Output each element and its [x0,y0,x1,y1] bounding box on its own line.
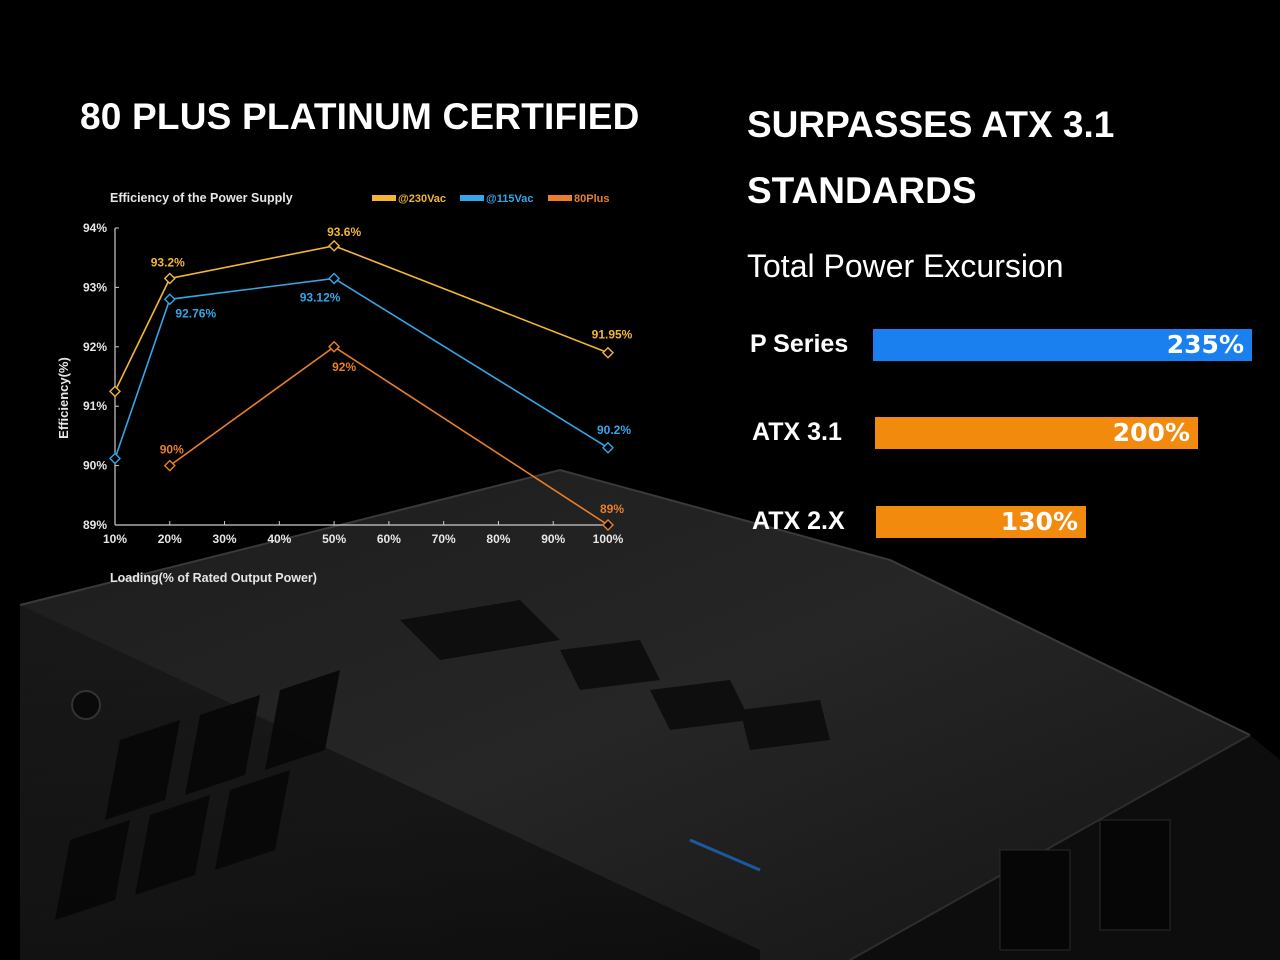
data-point [109,385,121,398]
x-axis-label: Loading(% of Rated Output Power) [110,571,317,585]
x-tick-label: 70% [432,532,456,546]
x-tick-label: 40% [267,532,291,546]
data-point [109,452,121,465]
y-axis-label: Efficiency(%) [56,357,71,439]
data-point [602,346,614,359]
data-point [328,340,341,353]
y-tick-label: 94% [83,221,107,235]
bar-category-label: P Series [750,330,849,358]
legend-swatch [548,195,572,201]
right-heading: SURPASSES ATX 3.1 STANDARDS [747,104,1115,211]
data-point [163,272,176,285]
legend-label: 80Plus [574,193,609,205]
data-point [163,293,176,306]
data-label: 93.12% [300,290,341,304]
excursion-bar: 235% [873,329,1252,361]
excursion-bar: 130% [876,506,1086,538]
data-point [602,441,614,454]
series-line [114,244,609,392]
y-tick-label: 89% [83,518,107,532]
excursion-heading: Total Power Excursion [747,248,1064,284]
y-tick-label: 92% [83,340,107,354]
bar-value-label: 200% [1112,418,1190,447]
bar-category-label: ATX 3.1 [752,418,842,446]
left-heading: 80 PLUS PLATINUM CERTIFIED [80,96,640,137]
data-label: 91.95% [592,328,633,342]
efficiency-chart: Efficiency of the Power Supply @230Vac @1… [56,191,633,585]
x-tick-label: 90% [541,532,565,546]
data-label: 90.2% [597,423,631,437]
x-tick-label: 20% [158,532,182,546]
data-label: 92.76% [175,306,216,320]
legend-label: @115Vac [486,193,533,205]
data-label: 93.6% [327,225,361,239]
data-point [328,239,341,252]
data-label: 90% [160,443,184,457]
chart-title: Efficiency of the Power Supply [110,191,293,205]
legend-label: @230Vac [398,193,446,205]
x-tick-label: 10% [103,532,127,546]
data-point [328,272,341,285]
series-line [114,277,609,459]
bar-value-label: 235% [1166,330,1244,359]
y-tick-label: 93% [83,280,107,294]
data-point [602,519,614,531]
y-tick-label: 91% [83,399,107,413]
excursion-bar: 200% [875,417,1198,449]
x-tick-label: 60% [377,532,401,546]
y-tick-label: 90% [83,459,107,473]
bar-category-label: ATX 2.X [752,507,845,535]
data-label: 92% [332,360,356,374]
data-label: 93.2% [151,255,185,269]
data-label: 89% [600,502,624,516]
bar-value-label: 130% [1000,507,1078,536]
data-point [163,459,176,472]
legend-swatch [460,195,484,201]
x-tick-label: 50% [322,532,346,546]
chart-legend: @230Vac @115Vac 80Plus [372,193,609,205]
legend-swatch [372,195,396,201]
x-tick-label: 30% [213,532,237,546]
series-line [169,345,609,526]
x-tick-label: 80% [486,532,510,546]
x-tick-label: 100% [593,532,624,546]
